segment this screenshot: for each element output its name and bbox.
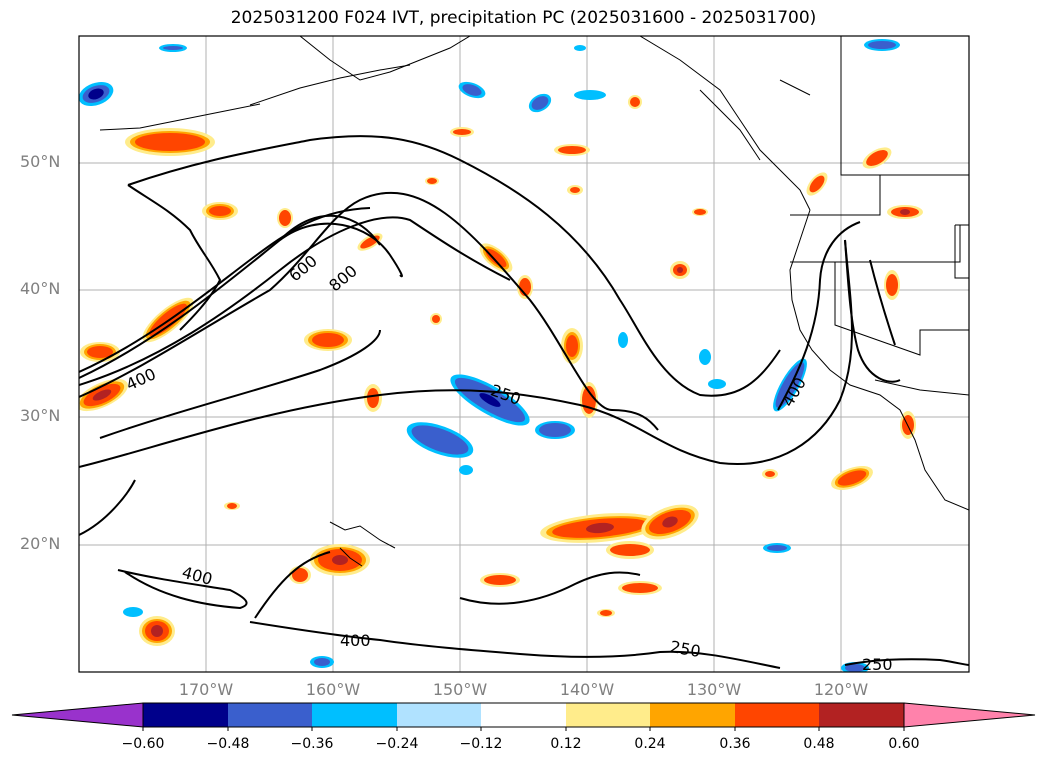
precip-blob xyxy=(554,144,590,156)
precip-blob xyxy=(79,81,114,107)
colorbar-bin xyxy=(819,703,904,727)
colorbar-max-extension xyxy=(903,702,1036,728)
precip-blob xyxy=(277,208,293,228)
colorbar-bin xyxy=(228,703,312,727)
colorbar-tick-label: −0.60 xyxy=(121,736,165,752)
precip-blob xyxy=(597,609,615,617)
contour-labels: 600 800 400 250 400 400 400 250 250 xyxy=(123,251,893,674)
precip-blob xyxy=(887,205,923,219)
lon-label-150w: 150°W xyxy=(432,680,488,699)
colorbar-tick-label: −0.36 xyxy=(290,736,334,752)
precip-blob xyxy=(224,502,240,510)
precip-blob xyxy=(567,185,583,195)
precip-blob xyxy=(459,465,473,475)
precip-blob xyxy=(364,384,382,412)
precip-blob xyxy=(763,543,791,553)
lon-label-130w: 130°W xyxy=(686,680,742,699)
precip-blob xyxy=(692,208,708,216)
colorbar-tick-label: −0.24 xyxy=(375,736,419,752)
lon-label-160w: 160°W xyxy=(305,680,361,699)
precip-blob xyxy=(862,147,892,169)
precip-blob xyxy=(762,469,778,479)
colorbar-tick-label: 0.48 xyxy=(803,736,835,752)
precip-blob xyxy=(618,332,628,348)
colorbar-bin xyxy=(735,703,819,727)
precip-blob xyxy=(425,177,439,185)
contour-label: 400 xyxy=(123,364,159,394)
colorbar-tick-label: 0.24 xyxy=(634,736,666,752)
map-frame xyxy=(78,35,970,673)
precip-negative-blobs xyxy=(79,39,900,672)
precip-blob xyxy=(831,465,873,491)
precip-blob xyxy=(406,422,474,458)
precip-blob xyxy=(561,328,583,364)
colorbar-tick-label: 0.36 xyxy=(719,736,751,752)
contour-label: 600 xyxy=(285,251,321,285)
contour-label: 250 xyxy=(669,637,702,661)
ivt-contours xyxy=(79,135,969,669)
precip-blob xyxy=(289,566,311,584)
colorbar-tick-label: 0.60 xyxy=(888,736,920,752)
colorbar-tick-label: −0.48 xyxy=(206,736,250,752)
precip-blob xyxy=(304,329,352,351)
colorbar-bin xyxy=(143,703,228,727)
precip-blob xyxy=(864,39,900,51)
precip-blob xyxy=(159,44,187,52)
precip-blob xyxy=(535,421,575,439)
precip-blob xyxy=(574,90,606,100)
precip-blob xyxy=(884,270,900,300)
colorbar-tick-label: −0.12 xyxy=(459,736,503,752)
lat-label-20n: 20°N xyxy=(20,534,61,553)
precip-blob xyxy=(450,127,474,137)
colorbar xyxy=(11,702,1036,731)
precip-blob xyxy=(606,541,654,559)
state-borders xyxy=(790,36,969,396)
precip-blob xyxy=(310,544,370,576)
precip-blob xyxy=(79,378,128,412)
lat-label-50n: 50°N xyxy=(20,152,61,171)
precip-blob xyxy=(670,261,690,279)
contour-label: 400 xyxy=(340,631,371,650)
contour-label: 400 xyxy=(180,563,214,589)
colorbar-bin xyxy=(650,703,735,727)
precip-blob xyxy=(841,662,869,672)
colorbar-bin xyxy=(566,703,650,727)
precip-blob xyxy=(806,172,828,196)
map-title: 2025031200 F024 IVT, precipitation PC (2… xyxy=(230,8,817,28)
lon-label-170w: 170°W xyxy=(178,680,234,699)
lon-label-120w: 120°W xyxy=(813,680,869,699)
precip-blob xyxy=(618,581,662,595)
precip-blob xyxy=(123,607,143,617)
colorbar-tick-label: 0.12 xyxy=(550,736,582,752)
precip-blob xyxy=(202,202,238,220)
colorbar-bin xyxy=(312,703,397,727)
precip-blob xyxy=(641,504,699,540)
lon-label-140w: 140°W xyxy=(559,680,615,699)
precip-blob xyxy=(480,573,520,587)
colorbar-bin xyxy=(481,703,566,727)
precip-blob xyxy=(708,379,726,389)
precip-blob xyxy=(458,81,486,99)
contour-label: 250 xyxy=(862,655,893,674)
precip-blob xyxy=(139,616,175,646)
precip-blob xyxy=(540,513,660,543)
precip-blob xyxy=(125,128,215,156)
precip-blob xyxy=(310,656,334,668)
precip-blob xyxy=(479,243,513,273)
precip-blob xyxy=(699,349,711,365)
lat-label-30n: 30°N xyxy=(20,406,61,425)
colorbar-bin xyxy=(397,703,481,727)
precip-blob xyxy=(628,95,642,109)
colorbar-min-extension xyxy=(11,702,144,728)
lat-label-40n: 40°N xyxy=(20,279,61,298)
precip-blob xyxy=(450,374,530,426)
precip-blob xyxy=(574,45,586,51)
coastlines xyxy=(99,36,969,567)
precip-blob xyxy=(528,93,552,113)
precip-blob xyxy=(430,313,442,325)
